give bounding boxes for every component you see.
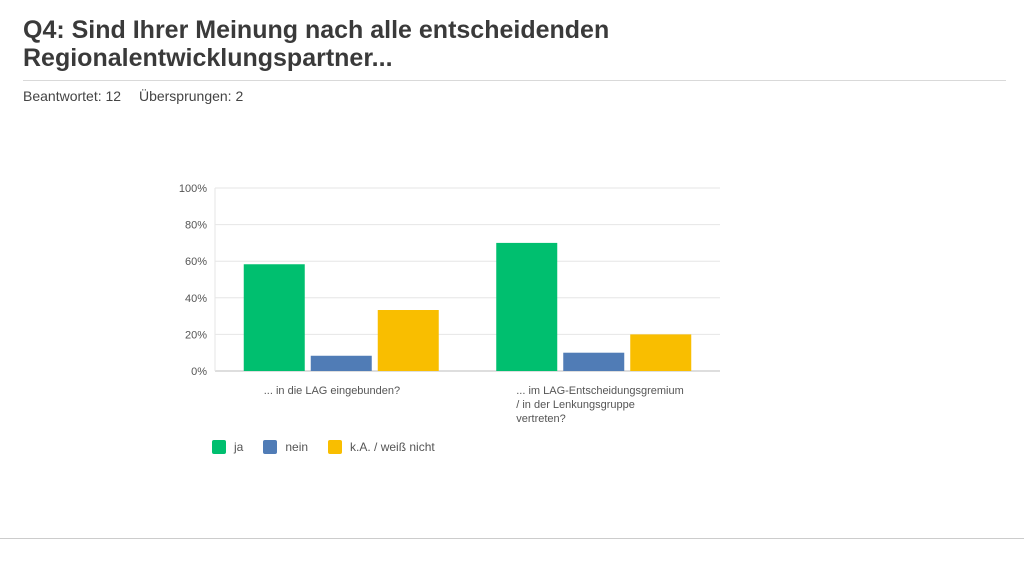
legend-item: ja: [212, 440, 243, 454]
y-tick-label: 40%: [185, 293, 207, 305]
bar-nein: [310, 355, 372, 371]
legend-item: nein: [263, 440, 308, 454]
legend-item: k.A. / weiß nicht: [328, 440, 435, 454]
x-category-label: ... im LAG-Entscheidungsgremium / in der …: [516, 385, 684, 425]
y-tick-label: 0%: [191, 366, 207, 378]
legend-swatch: [263, 440, 278, 454]
y-tick-label: 80%: [185, 220, 207, 232]
y-tick-label: 60%: [185, 256, 207, 268]
y-tick-label: 20%: [185, 329, 207, 341]
skipped-count: Übersprungen: 2: [138, 88, 244, 104]
footer-divider: [0, 538, 1024, 539]
chart-legend: ja nein k.A. / weiß nicht: [212, 440, 455, 454]
legend-label: ja: [234, 440, 244, 454]
bar-ja: [496, 242, 558, 371]
y-tick-label: 100%: [179, 183, 207, 195]
legend-label: k.A. / weiß nicht: [350, 440, 435, 454]
bar-kaweinicht: [377, 310, 439, 371]
legend-label: nein: [285, 440, 309, 454]
title-divider: [23, 80, 1006, 81]
legend-swatch: [212, 440, 226, 454]
legend-swatch: [328, 440, 343, 454]
x-category-label: ... in die LAG eingebunden?: [264, 385, 400, 397]
bar-nein: [563, 352, 625, 371]
bar-kaweinicht: [630, 334, 692, 371]
response-stats: Beantwortet: 12 Übersprungen: 2: [23, 88, 257, 104]
answered-count: Beantwortet: 12: [23, 88, 122, 104]
bar-ja: [243, 264, 305, 371]
question-title: Q4: Sind Ihrer Meinung nach alle entsche…: [23, 16, 610, 72]
